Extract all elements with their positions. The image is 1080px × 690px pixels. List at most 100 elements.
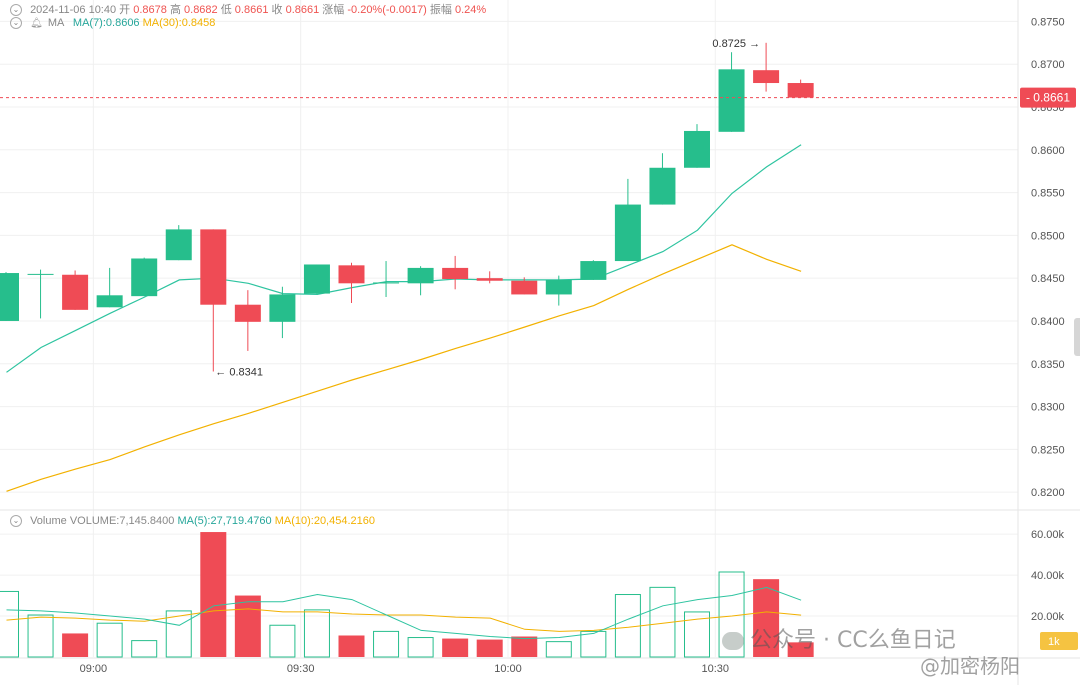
price-tick-label: 0.8700	[1031, 59, 1065, 71]
high-label: 高	[169, 4, 181, 16]
candles	[0, 42, 814, 372]
volume-bar	[373, 630, 400, 658]
candle-body	[165, 229, 192, 261]
candle-body	[442, 267, 469, 280]
price-tick-label: 0.8550	[1031, 188, 1065, 200]
candle-body	[96, 295, 123, 308]
volume-bar	[407, 637, 434, 658]
candle-body	[649, 167, 676, 205]
candle-body	[131, 258, 158, 297]
high-value: 0.8682	[184, 4, 218, 16]
candle-body	[476, 278, 503, 281]
price-tick-label: 0.8200	[1031, 487, 1065, 499]
candle-body	[407, 267, 434, 284]
volume-ma10-line	[6, 608, 802, 632]
volume-bar	[131, 640, 158, 658]
volume-tick-label: 60.00k	[1031, 529, 1065, 541]
candle-body	[511, 280, 538, 295]
time-tick-label: 09:30	[287, 663, 315, 675]
ma30-value: MA(30):0.8458	[142, 17, 216, 29]
candle-body	[200, 229, 227, 305]
volume-bar	[27, 614, 54, 658]
price-tick-label: 0.8400	[1031, 316, 1065, 328]
volume-bar	[62, 633, 89, 657]
current-price-text: - 0.8661	[1026, 91, 1070, 105]
annotations: - 0.8661 0.8725 → ← 0.8341 1k	[0, 38, 1078, 650]
time-tick-label: 10:30	[702, 663, 730, 675]
chevron-down-icon[interactable]: ⌄	[10, 515, 22, 528]
volume-bar	[614, 594, 641, 658]
open-value: 0.8678	[133, 4, 167, 16]
candle-body	[338, 265, 365, 284]
ma-info-bar: ⌄ 🔔︎ MA MA(7):0.8606 MA(30):0.8458	[10, 17, 216, 30]
candle-body	[234, 304, 261, 322]
price-tick-label: 0.8600	[1031, 145, 1065, 157]
volume-bar	[718, 571, 745, 658]
volume-ma5-line	[6, 586, 802, 640]
volume-tag-text: 1k	[1048, 636, 1060, 648]
close-label: 收	[271, 4, 283, 16]
volume-ma10-value: MA(10):20,454.2160	[274, 515, 375, 527]
ma30-line	[6, 244, 802, 492]
volume-bar	[684, 611, 710, 658]
volume-bars	[0, 532, 814, 658]
candle-body	[718, 69, 745, 132]
change-value: -0.20%(-0.0017)	[347, 4, 427, 16]
volume-bar	[234, 595, 261, 657]
candle-body	[787, 83, 814, 98]
change-label: 涨幅	[322, 4, 345, 16]
candle-body	[545, 279, 572, 295]
candle-body	[580, 261, 607, 280]
volume-bar	[338, 635, 365, 657]
time-tick-label: 09:00	[80, 663, 108, 675]
volume-bar	[165, 610, 192, 658]
candle-body	[753, 70, 780, 84]
volume-bar	[580, 630, 607, 658]
candle-body	[0, 273, 19, 321]
scroll-handle[interactable]	[1074, 318, 1080, 356]
amplitude-label: 振幅	[429, 4, 452, 16]
volume-bar	[442, 638, 469, 657]
ma7-line	[6, 144, 802, 373]
volume-bar	[545, 641, 572, 658]
ma7-value: MA(7):0.8606	[72, 17, 140, 29]
price-tick-label: 0.8500	[1031, 230, 1065, 242]
volume-bar	[0, 590, 19, 658]
volume-tag	[1040, 632, 1078, 650]
volume-value: VOLUME:7,145.8400	[69, 515, 175, 527]
volume-tick-label: 40.00k	[1031, 570, 1065, 582]
volume-bar	[511, 636, 538, 657]
chevron-down-icon[interactable]: ⌄	[10, 4, 22, 17]
volume-tick-label: 20.00k	[1031, 611, 1065, 623]
price-tick-label: 0.8450	[1031, 273, 1065, 285]
axes: 0.87500.87000.86500.86000.85500.85000.84…	[80, 16, 1065, 675]
volume-ma5-value: MA(5):27,719.4760	[177, 515, 272, 527]
volume-bar	[96, 622, 123, 658]
volume-bar	[303, 609, 330, 658]
amplitude-value: 0.24%	[454, 4, 487, 16]
open-label: 开	[119, 4, 131, 16]
ma-lines	[6, 144, 802, 492]
max-price-annotation: 0.8725 →	[712, 38, 760, 50]
time-tick-label: 10:00	[494, 663, 522, 675]
price-tick-label: 0.8250	[1031, 444, 1065, 456]
volume-bar	[476, 639, 503, 657]
min-price-annotation: ← 0.8341	[215, 366, 263, 378]
volume-bar	[269, 624, 296, 658]
bell-icon[interactable]: 🔔︎	[30, 17, 43, 29]
candle-body	[303, 264, 330, 294]
price-tick-label: 0.8750	[1031, 16, 1065, 28]
candle-body	[373, 282, 400, 284]
candle-body	[62, 274, 89, 310]
volume-info-bar: ⌄ Volume VOLUME:7,145.8400 MA(5):27,719.…	[10, 515, 375, 528]
low-label: 低	[220, 4, 232, 16]
price-tick-label: 0.8350	[1031, 359, 1065, 371]
candle-body	[27, 273, 54, 275]
candle-body	[269, 294, 296, 322]
volume-bar	[753, 579, 780, 657]
chevron-down-icon[interactable]: ⌄	[10, 17, 22, 30]
volume-label: Volume	[30, 515, 67, 527]
